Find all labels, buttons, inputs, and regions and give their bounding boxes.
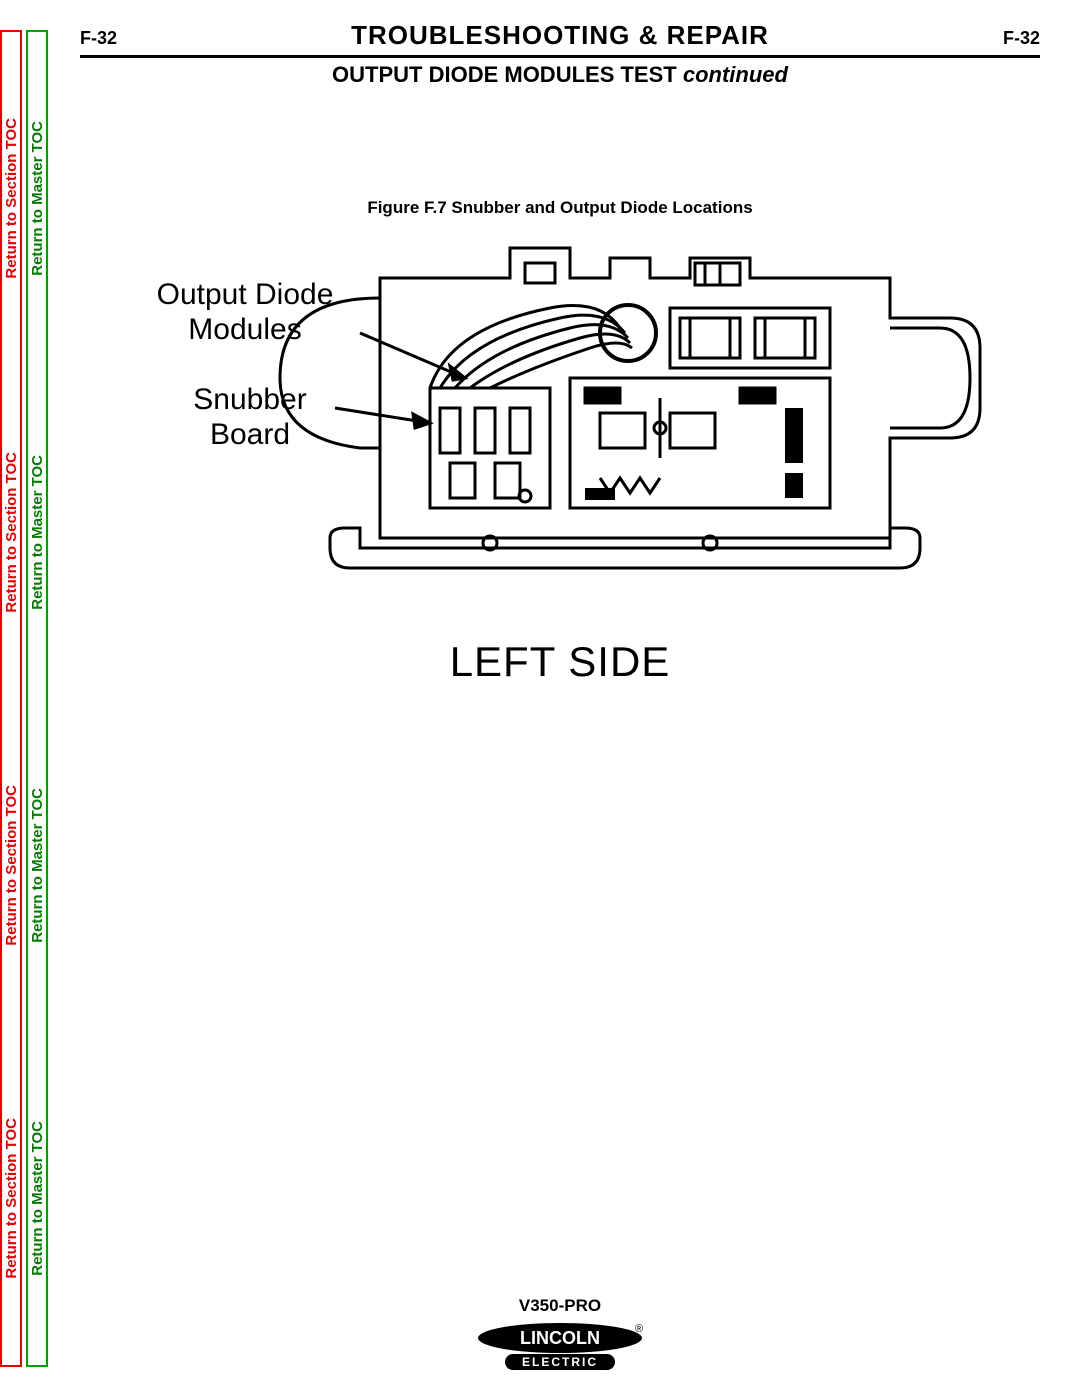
subtitle-suffix: continued <box>683 62 788 87</box>
subtitle: OUTPUT DIODE MODULES TEST continued <box>80 62 1040 88</box>
svg-text:®: ® <box>635 1323 643 1335</box>
header-rule <box>80 55 1040 58</box>
nav-col-master: Return to Master TOC Return to Master TO… <box>26 30 48 1367</box>
brand-top-text: LINCOLN <box>520 1328 600 1348</box>
nav-section-toc-link[interactable]: Return to Section TOC <box>3 446 20 619</box>
figure-caption: Figure F.7 Snubber and Output Diode Loca… <box>80 198 1040 218</box>
main-title: TROUBLESHOOTING & REPAIR <box>117 20 1003 51</box>
page-code-left: F-32 <box>80 28 117 49</box>
nav-master-toc-link[interactable]: Return to Master TOC <box>29 449 46 616</box>
nav-master-toc-link[interactable]: Return to Master TOC <box>29 115 46 282</box>
page-code-right: F-32 <box>1003 28 1040 49</box>
brand-logo: LINCOLN ® ELECTRIC <box>475 1322 645 1377</box>
footer-model: V350-PRO <box>80 1296 1040 1316</box>
brand-bottom-text: ELECTRIC <box>522 1355 598 1369</box>
footer: V350-PRO LINCOLN ® ELECTRIC <box>80 1296 1040 1377</box>
nav-master-toc-link[interactable]: Return to Master TOC <box>29 1115 46 1282</box>
side-label: LEFT SIDE <box>80 638 1040 686</box>
diagram: Output DiodeModules SnubberBoard <box>130 238 990 618</box>
nav-col-section: Return to Section TOC Return to Section … <box>0 30 22 1367</box>
nav-section-toc-link[interactable]: Return to Section TOC <box>3 1112 20 1285</box>
nav-section-toc-link[interactable]: Return to Section TOC <box>3 779 20 952</box>
nav-master-toc-link[interactable]: Return to Master TOC <box>29 782 46 949</box>
page-content: F-32 TROUBLESHOOTING & REPAIR F-32 OUTPU… <box>80 20 1040 1377</box>
side-nav: Return to Section TOC Return to Section … <box>0 30 60 1367</box>
diagram-svg <box>130 238 990 618</box>
nav-section-toc-link[interactable]: Return to Section TOC <box>3 112 20 285</box>
diagram-wrap: Output DiodeModules SnubberBoard <box>80 238 1040 618</box>
subtitle-main: OUTPUT DIODE MODULES TEST <box>332 62 677 87</box>
header-row: F-32 TROUBLESHOOTING & REPAIR F-32 <box>80 20 1040 51</box>
